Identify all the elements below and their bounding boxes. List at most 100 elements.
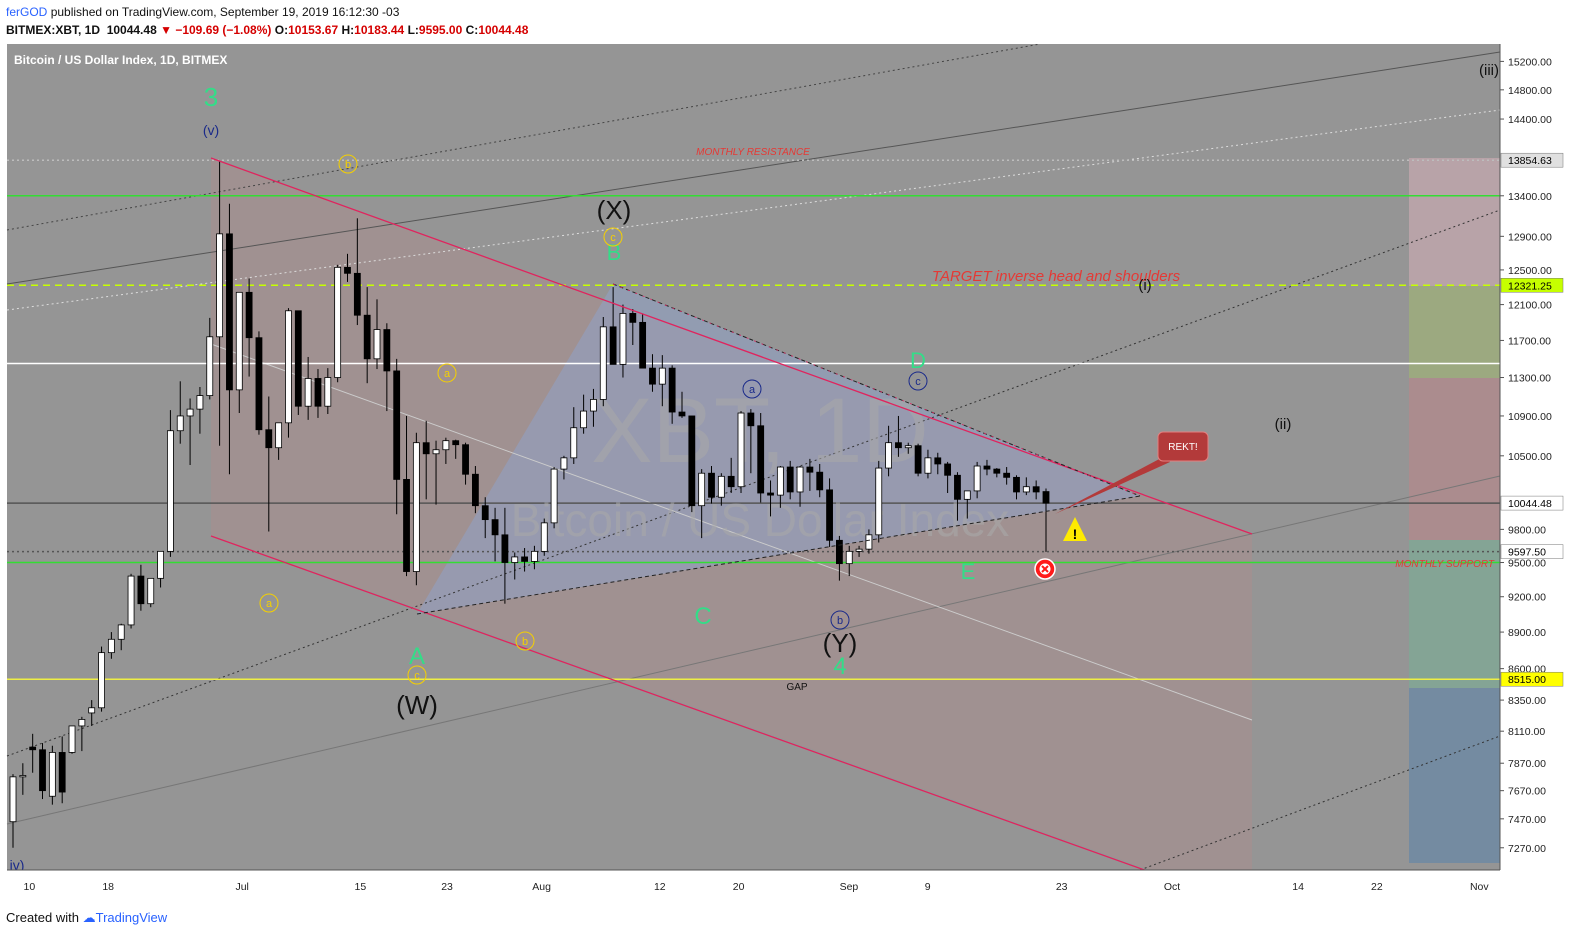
candle-body bbox=[668, 367, 676, 413]
wave-ii-label: (ii) bbox=[1275, 416, 1292, 433]
candle bbox=[206, 317, 214, 400]
candle-body bbox=[717, 475, 725, 498]
candle-body bbox=[688, 415, 696, 507]
trend-line bbox=[210, 343, 1253, 721]
candle-body bbox=[1032, 486, 1040, 493]
candle bbox=[560, 455, 568, 480]
candle bbox=[737, 411, 745, 494]
x-tick-label: 10 bbox=[24, 881, 36, 893]
candle-body bbox=[845, 550, 853, 565]
candle-body bbox=[993, 468, 1001, 474]
candle bbox=[836, 535, 843, 581]
candle bbox=[678, 391, 686, 418]
y-tick-label: 11300.00 bbox=[1508, 373, 1551, 385]
candle bbox=[501, 507, 509, 604]
candle-body bbox=[452, 440, 460, 446]
svg-text:c: c bbox=[414, 670, 420, 682]
candle-body bbox=[344, 266, 351, 274]
chart-svg[interactable]: XBT, 1D Bitcoin / US Dollar Index REKT! … bbox=[0, 43, 1588, 900]
candle-body bbox=[471, 473, 479, 507]
wave-C-label: C bbox=[694, 603, 711, 630]
tradingview-logo-icon: ☁ bbox=[82, 910, 96, 925]
y-tick-label: 8110.00 bbox=[1508, 726, 1545, 738]
candle-body bbox=[609, 326, 617, 365]
candle-body bbox=[737, 412, 745, 488]
candle-body bbox=[245, 291, 253, 339]
candle-body bbox=[963, 490, 971, 500]
wave-4-label: 4 bbox=[833, 653, 846, 680]
candle bbox=[708, 466, 715, 504]
target-label: TARGET inverse head and shoulders bbox=[932, 268, 1181, 285]
y-tick-label: 12500.00 bbox=[1508, 265, 1552, 277]
price-scale[interactable] bbox=[1500, 44, 1588, 870]
candle-body bbox=[167, 430, 174, 552]
tradingview-brand[interactable]: TradingView bbox=[95, 910, 168, 925]
candle bbox=[245, 278, 253, 377]
y-tick-label: 12100.00 bbox=[1508, 300, 1552, 312]
candle bbox=[9, 774, 17, 848]
candle-body bbox=[78, 719, 86, 727]
candle bbox=[48, 745, 56, 805]
candle bbox=[747, 409, 755, 474]
candle bbox=[383, 323, 391, 412]
triangle-top-line-red bbox=[612, 283, 1141, 497]
candle bbox=[875, 460, 883, 543]
wave-D-label: D bbox=[910, 348, 926, 373]
candle-body bbox=[540, 522, 548, 552]
candle bbox=[19, 763, 27, 795]
candle-body bbox=[747, 412, 755, 427]
channel-upper bbox=[210, 157, 1253, 535]
wave-Y-label: (Y) bbox=[823, 628, 858, 658]
candle bbox=[1042, 488, 1050, 552]
candle bbox=[265, 396, 273, 532]
candle bbox=[993, 468, 1001, 478]
candle-body bbox=[973, 465, 981, 492]
candle-body bbox=[904, 445, 912, 449]
svg-text:a: a bbox=[749, 384, 756, 396]
price-label-text: 8515.00 bbox=[1508, 674, 1546, 686]
candle-body bbox=[836, 539, 843, 565]
price-label-text: 13854.63 bbox=[1508, 155, 1552, 167]
candle bbox=[442, 437, 450, 464]
time-scale[interactable] bbox=[7, 870, 1500, 900]
candle bbox=[393, 358, 401, 515]
y-tick-label: 8900.00 bbox=[1508, 627, 1546, 639]
candle bbox=[668, 365, 676, 424]
price-label-box bbox=[1500, 544, 1564, 559]
price-change: −109.69 (−1.08%) bbox=[175, 23, 272, 37]
wave-W-label: (W) bbox=[396, 690, 438, 720]
candle bbox=[58, 736, 66, 804]
circled-b-yellow: b bbox=[338, 154, 358, 174]
candle bbox=[137, 564, 145, 611]
candle-body bbox=[334, 266, 342, 378]
price-label-box bbox=[1500, 152, 1564, 168]
wave-v-label: (v) bbox=[203, 122, 219, 138]
candle-body bbox=[580, 410, 588, 429]
candle bbox=[698, 469, 706, 539]
candle bbox=[216, 161, 224, 446]
y-tick-label: 11700.00 bbox=[1508, 335, 1551, 347]
candle-body bbox=[127, 575, 135, 626]
chart-area[interactable]: XBT, 1D Bitcoin / US Dollar Index REKT! … bbox=[0, 43, 1588, 900]
candle-body bbox=[403, 479, 410, 572]
candle-body bbox=[1042, 491, 1050, 504]
candle-body bbox=[944, 463, 952, 476]
candle bbox=[403, 415, 410, 577]
author-link[interactable]: ferGOD bbox=[6, 5, 48, 19]
low-value: 9595.00 bbox=[418, 23, 463, 37]
x-tick-label: 20 bbox=[733, 881, 745, 893]
candle bbox=[88, 700, 96, 726]
target-box-green bbox=[1409, 540, 1500, 688]
candle-body bbox=[924, 457, 932, 474]
candle-body bbox=[58, 752, 66, 793]
candle-body bbox=[560, 457, 568, 470]
x-tick-label: Jul bbox=[235, 881, 248, 893]
rekt-callout[interactable] bbox=[1157, 431, 1209, 462]
candle-body bbox=[639, 321, 647, 369]
candle bbox=[855, 545, 863, 557]
wave-X-label: (X) bbox=[597, 195, 632, 225]
candle-body bbox=[708, 472, 715, 498]
candle-body bbox=[157, 550, 164, 579]
y-tick-label: 14800.00 bbox=[1508, 85, 1552, 97]
symbol-label: BITMEX:XBT, 1D bbox=[6, 23, 101, 37]
